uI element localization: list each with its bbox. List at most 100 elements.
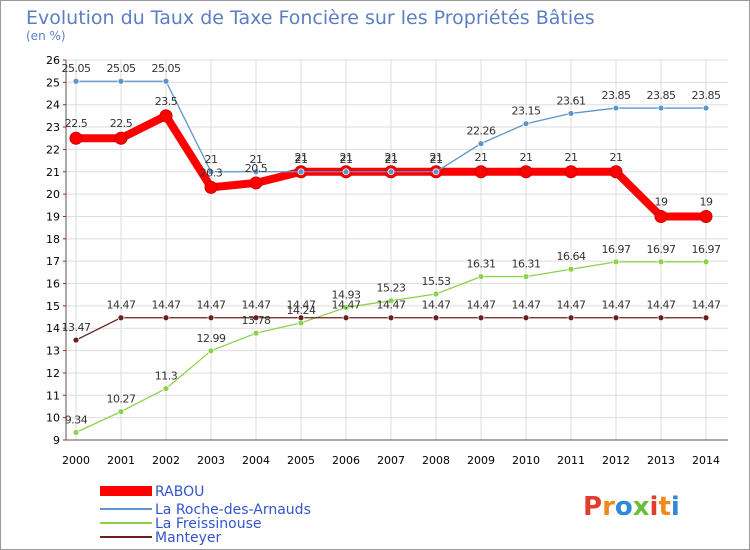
data-label: 23.85	[692, 89, 721, 102]
data-label: 16.31	[512, 258, 541, 271]
data-point	[477, 314, 485, 322]
data-label: 14.47	[512, 299, 541, 312]
data-point	[612, 104, 620, 112]
data-label: 13.47	[62, 321, 91, 334]
data-point	[114, 131, 128, 145]
axes: 9 10 11 12 13 14 15 16 17 18 19 20 21 22 23 24 25 26 2000 2…	[46, 54, 728, 467]
x-tick-label: 2003	[197, 454, 225, 467]
chart-subtitle: (en %)	[26, 29, 66, 43]
data-point	[204, 180, 218, 194]
plot-area	[66, 60, 728, 440]
data-label: 16.64	[557, 250, 586, 263]
x-tick-label: 2012	[602, 454, 630, 467]
data-label: 12.99	[197, 332, 226, 345]
x-tick-label: 2008	[422, 454, 450, 467]
data-label: 16.31	[467, 258, 496, 271]
data-point	[477, 140, 485, 148]
data-label: 21	[385, 153, 398, 166]
logo-letter: o	[615, 492, 633, 522]
data-label: 15.53	[422, 275, 451, 288]
data-point	[432, 314, 440, 322]
data-label: 21	[295, 153, 308, 166]
logo-letter: i	[650, 492, 659, 522]
data-point	[612, 258, 620, 266]
data-label: 9.34	[65, 413, 88, 426]
data-point	[654, 209, 668, 223]
data-point	[567, 110, 575, 117]
data-label: 23.15	[512, 105, 541, 118]
data-point	[249, 176, 263, 190]
data-label: 14.47	[422, 299, 451, 312]
x-tick-label: 2005	[287, 454, 315, 467]
data-label: 14.93	[332, 288, 361, 301]
data-point	[387, 314, 395, 322]
x-tick-label: 2000	[62, 454, 90, 467]
logo-letter: P	[583, 492, 602, 522]
data-point	[162, 77, 170, 85]
data-label: 14.47	[602, 299, 631, 312]
y-tick-label: 12	[46, 367, 60, 380]
data-point	[117, 314, 125, 322]
data-label: 21	[340, 151, 353, 164]
data-point	[207, 347, 215, 355]
data-point	[612, 314, 620, 322]
data-point	[297, 168, 305, 176]
x-tick-label: 2009	[467, 454, 495, 467]
data-label: 14.47	[692, 299, 721, 312]
y-tick-label: 24	[46, 99, 60, 112]
data-point	[159, 109, 173, 123]
data-label: 25.05	[107, 62, 136, 75]
y-tick-label: 10	[46, 412, 60, 425]
y-tick-label: 21	[46, 166, 60, 179]
data-label: 21	[430, 153, 443, 166]
data-point	[519, 165, 533, 179]
data-label: 15.23	[377, 282, 406, 295]
data-point	[432, 290, 440, 298]
x-tick-label: 2013	[647, 454, 675, 467]
data-point	[432, 168, 440, 176]
data-label: 14.47	[377, 299, 406, 312]
data-label: 14.47	[107, 299, 136, 312]
y-tick-label: 18	[46, 233, 60, 246]
data-point	[474, 165, 488, 179]
data-labels: 25.05 25.05 25.05 21 21 21 21 21 21 22.26 23.15 23.…	[62, 62, 722, 426]
data-label: 21	[295, 151, 308, 164]
data-point	[387, 168, 395, 176]
data-label: 23.85	[647, 89, 676, 102]
data-point	[207, 168, 215, 176]
data-label: 21	[430, 151, 443, 164]
legend-label: La Freissinouse	[155, 516, 262, 532]
data-label: 21	[385, 151, 398, 164]
data-point	[342, 304, 350, 311]
data-point	[699, 209, 713, 223]
data-point	[567, 314, 575, 322]
y-tick-label: 25	[46, 76, 60, 89]
grid	[66, 59, 728, 441]
data-point	[117, 408, 125, 416]
data-point	[69, 131, 83, 145]
data-label: 22.5	[110, 117, 133, 130]
data-label: 21	[520, 151, 533, 164]
x-tick-label: 2014	[692, 454, 720, 467]
data-point	[252, 314, 260, 322]
data-point	[252, 168, 260, 176]
data-label: 23.85	[602, 89, 631, 102]
data-label: 22.5	[65, 117, 88, 130]
data-label: 14.24	[287, 304, 316, 317]
data-label: 16.97	[602, 243, 631, 256]
y-tick-label: 16	[46, 278, 60, 291]
data-point	[567, 265, 575, 273]
data-point	[522, 120, 530, 128]
data-label: 25.05	[152, 62, 181, 75]
data-point	[342, 314, 350, 322]
data-label: 23.5	[155, 95, 178, 108]
data-point	[117, 77, 125, 85]
y-tick-label: 22	[46, 143, 60, 156]
data-point	[657, 104, 665, 112]
data-label: 21	[610, 151, 623, 164]
logo-letter: r	[602, 492, 615, 522]
data-point	[72, 428, 80, 436]
legend-label: La Roche-des-Arnauds	[155, 502, 311, 518]
logo-letter: x	[633, 492, 650, 522]
